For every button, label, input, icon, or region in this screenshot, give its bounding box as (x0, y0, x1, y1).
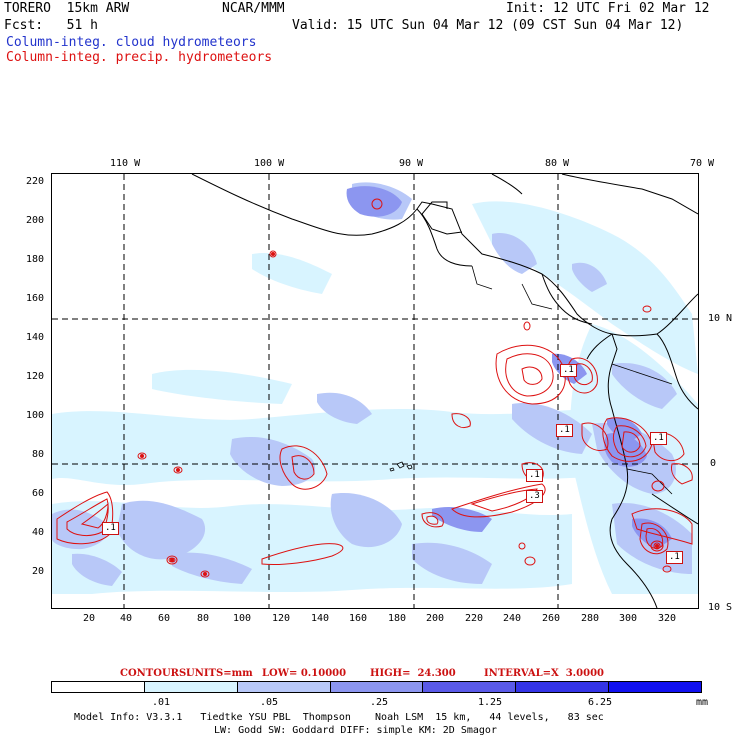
field-precip-label: Column-integ. precip. hydrometeors (6, 50, 273, 65)
lon-label: 90 W (399, 158, 424, 169)
contour-label: .1 (560, 364, 577, 377)
lat-label: 10 S (708, 602, 733, 613)
y-tick: 20 (31, 566, 44, 577)
legend-swatch (237, 682, 331, 692)
x-tick: 60 (158, 613, 171, 624)
x-tick: 260 (542, 613, 561, 624)
x-tick: 220 (465, 613, 484, 624)
lon-label: 80 W (545, 158, 570, 169)
agency-label: NCAR/MMM (222, 1, 285, 16)
x-tick: 80 (197, 613, 210, 624)
x-tick: 320 (658, 613, 677, 624)
x-tick: 160 (349, 613, 368, 624)
y-tick: 180 (25, 254, 44, 265)
legend-swatch (516, 682, 610, 692)
contour-label: .1 (650, 432, 667, 445)
contour-label: .1 (666, 551, 683, 564)
lat-label: 10 N (708, 313, 733, 324)
contour-units: UNITS=mm (186, 668, 253, 679)
country-borders (471, 265, 673, 495)
legend-label: 6.25 (588, 697, 613, 708)
y-tick: 40 (31, 527, 44, 538)
valid-time: Valid: 15 UTC Sun 04 Mar 12 (09 CST Sun … (292, 18, 684, 33)
y-tick: 120 (25, 371, 44, 382)
color-legend (51, 681, 702, 693)
legend-swatch (52, 682, 145, 692)
contour-label: .1 (556, 424, 573, 437)
y-tick: 160 (25, 293, 44, 304)
x-tick: 180 (388, 613, 407, 624)
contour-label: .3 (526, 490, 543, 503)
lat-label: 0 (710, 458, 717, 469)
contour-low: LOW= 0.10000 (262, 668, 347, 679)
x-tick: 280 (581, 613, 600, 624)
x-tick: 200 (426, 613, 445, 624)
contour-high: HIGH= 24.300 (370, 668, 456, 679)
x-tick: 300 (619, 613, 638, 624)
x-tick: 20 (83, 613, 96, 624)
model-physics: LW: Godd SW: Goddard DIFF: simple KM: 2D… (214, 725, 497, 736)
model-title: TORERO 15km ARW (4, 1, 130, 16)
y-tick: 220 (25, 176, 44, 187)
precip-cores (140, 252, 659, 576)
legend-swatch (144, 682, 238, 692)
x-tick: 100 (233, 613, 252, 624)
contour-label: .1 (526, 469, 543, 482)
legend-label: .05 (260, 697, 279, 708)
coastline (191, 174, 698, 608)
field-cloud-label: Column-integ. cloud hydrometeors (6, 35, 257, 50)
x-tick: 140 (311, 613, 330, 624)
x-tick: 40 (120, 613, 133, 624)
y-tick: 60 (31, 488, 44, 499)
legend-label: .01 (152, 697, 171, 708)
y-tick: 200 (25, 215, 44, 226)
legend-unit: mm (696, 697, 709, 708)
x-tick: 240 (503, 613, 522, 624)
contour-label: .1 (102, 522, 119, 535)
map-panel: .1 .1 .1 .1 .3 .1 .1 (51, 173, 699, 609)
legend-swatch (330, 682, 424, 692)
x-tick: 120 (272, 613, 291, 624)
galapagos-islands (389, 461, 413, 472)
legend-label: .25 (370, 697, 389, 708)
legend-swatch (609, 682, 702, 692)
y-tick: 140 (25, 332, 44, 343)
init-time: Init: 12 UTC Fri 02 Mar 12 (506, 1, 710, 16)
contour-title: CONTOURS: (120, 668, 190, 679)
lon-label: 70 W (690, 158, 715, 169)
lon-label: 110 W (110, 158, 141, 169)
precip-contours (56, 198, 693, 578)
y-tick: 80 (31, 449, 44, 460)
contour-interval: INTERVAL=X 3.0000 (484, 668, 604, 679)
lat-lon-grid (52, 174, 698, 608)
legend-swatch (423, 682, 517, 692)
model-info: Model Info: V3.3.1 Tiedtke YSU PBL Thomp… (74, 712, 604, 723)
forecast-hour: Fcst: 51 h (4, 18, 98, 33)
y-tick: 100 (25, 410, 44, 421)
legend-label: 1.25 (478, 697, 503, 708)
lon-label: 100 W (254, 158, 285, 169)
map-canvas (52, 174, 698, 608)
